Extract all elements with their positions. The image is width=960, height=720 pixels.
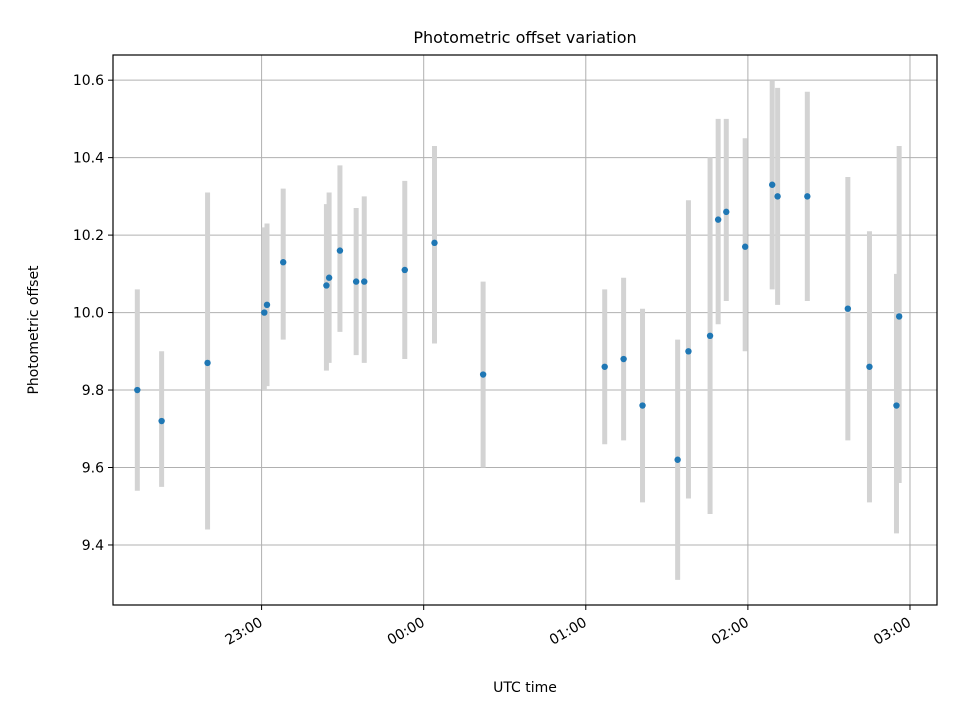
data-point bbox=[895, 313, 903, 320]
data-point bbox=[774, 193, 781, 200]
data-point bbox=[134, 386, 141, 394]
data-point bbox=[352, 278, 360, 285]
data-point bbox=[479, 371, 487, 378]
y-tick-label: 9.4 bbox=[82, 538, 104, 554]
x-axis-ticks: 23:00 00:00 01:00 02:00 03:00 bbox=[223, 605, 914, 649]
data-point bbox=[639, 402, 646, 409]
y-axis-label: Photometric offset bbox=[26, 265, 42, 395]
y-tick-label: 9.8 bbox=[82, 383, 104, 399]
data-point bbox=[685, 348, 692, 355]
data-point bbox=[401, 266, 408, 274]
data-point bbox=[601, 363, 608, 370]
plot-frame bbox=[112, 54, 938, 606]
y-tick-label: 10.4 bbox=[73, 151, 104, 167]
data-point bbox=[336, 247, 344, 254]
data-point bbox=[158, 417, 165, 425]
data-point bbox=[263, 301, 271, 309]
data-point bbox=[325, 274, 333, 281]
data-point bbox=[323, 282, 330, 289]
y-tick-label: 10.0 bbox=[73, 306, 104, 322]
data-point bbox=[674, 456, 681, 463]
y-tick-label: 10.2 bbox=[73, 228, 104, 244]
data-point bbox=[844, 305, 852, 312]
y-tick-label: 9.6 bbox=[82, 461, 104, 477]
y-tick-label: 10.6 bbox=[73, 73, 104, 89]
data-point bbox=[706, 332, 714, 340]
data-point bbox=[804, 193, 811, 200]
data-point bbox=[261, 309, 268, 316]
data-points bbox=[134, 181, 903, 463]
grid bbox=[113, 55, 937, 605]
data-point bbox=[204, 359, 211, 367]
x-axis-label: UTC time bbox=[493, 680, 557, 696]
data-point bbox=[769, 181, 776, 188]
data-point bbox=[620, 355, 627, 363]
data-point bbox=[280, 259, 287, 266]
data-point bbox=[723, 208, 730, 216]
data-point bbox=[893, 402, 900, 409]
data-point bbox=[431, 239, 438, 247]
data-point bbox=[361, 278, 368, 285]
data-point bbox=[866, 363, 873, 370]
y-axis-ticks: 9.4 9.6 9.8 10.0 10.2 10.4 10.6 bbox=[73, 73, 113, 554]
data-point bbox=[714, 216, 722, 223]
chart-title: Photometric offset variation bbox=[413, 28, 636, 47]
data-point bbox=[741, 243, 749, 250]
